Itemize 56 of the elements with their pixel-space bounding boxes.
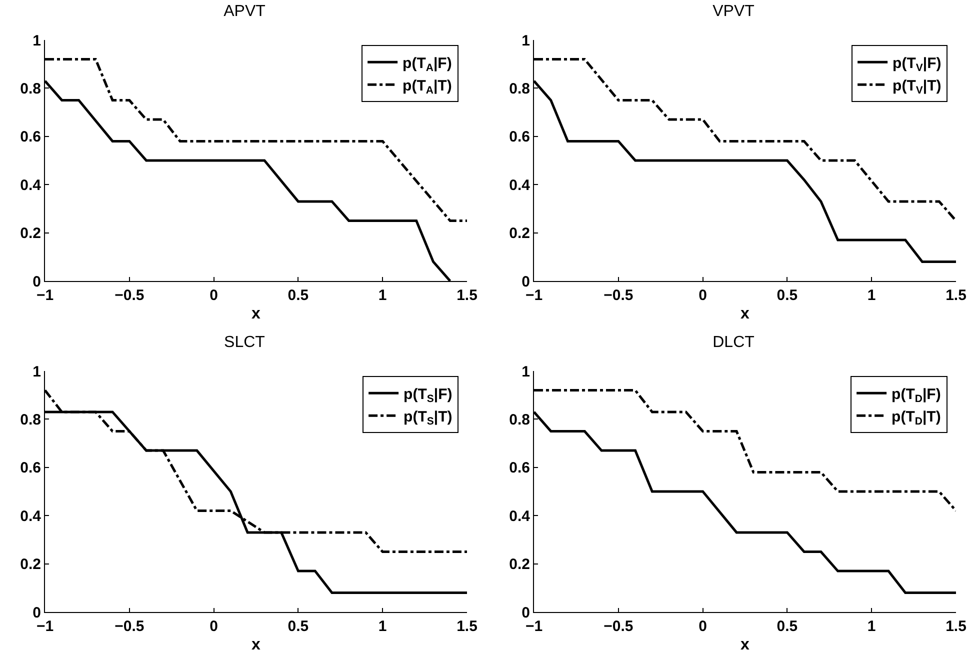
x-tick-label: 0.5 bbox=[288, 618, 309, 635]
x-tick-label: −0.5 bbox=[604, 618, 634, 635]
chart-title: VPVT bbox=[712, 3, 755, 20]
legend-label: p(T$_{S}$|T) bbox=[404, 408, 452, 428]
x-tick-label: 0 bbox=[210, 287, 218, 304]
y-tick-label: 0.4 bbox=[20, 508, 42, 525]
x-axis-title: x bbox=[740, 636, 750, 654]
x-axis-title: x bbox=[252, 636, 261, 654]
y-tick-label: 0.4 bbox=[509, 508, 531, 525]
y-tick-label: 0.8 bbox=[20, 411, 41, 428]
x-tick-label: 0.5 bbox=[776, 287, 798, 304]
x-tick-label: 0.5 bbox=[288, 287, 309, 304]
x-tick-label: 1 bbox=[378, 287, 387, 304]
x-tick-label: 0 bbox=[210, 618, 218, 635]
y-tick-label: 0.2 bbox=[20, 556, 41, 574]
x-axis-title: x bbox=[740, 306, 750, 323]
x-tick-label: −0.5 bbox=[114, 287, 144, 304]
y-tick-label: 1 bbox=[522, 32, 530, 50]
legend-label: p(T$_{D}$|F) bbox=[892, 386, 941, 406]
y-tick-label: 1 bbox=[32, 363, 41, 380]
legend-label: p(T$_{A}$|T) bbox=[402, 77, 452, 97]
x-tick-label: 1 bbox=[378, 618, 387, 635]
y-tick-label: 0.2 bbox=[20, 225, 41, 242]
x-tick-label: 1 bbox=[867, 287, 876, 304]
x-tick-label: 1.5 bbox=[946, 618, 966, 635]
x-tick-label: −0.5 bbox=[604, 287, 634, 304]
legend-label: p(T$_{A}$|F) bbox=[402, 54, 452, 74]
y-tick-label: 0.6 bbox=[20, 128, 41, 146]
y-tick-label: 0.4 bbox=[20, 176, 42, 194]
x-tick-label: 1 bbox=[867, 618, 876, 635]
y-tick-label: 1 bbox=[32, 32, 41, 50]
y-tick-label: 0.8 bbox=[20, 80, 41, 98]
x-tick-label: −0.5 bbox=[114, 618, 144, 635]
x-axis-title: x bbox=[252, 306, 261, 323]
y-tick-label: 0.8 bbox=[509, 411, 530, 428]
legend-label: p(T$_{V}$|F) bbox=[892, 54, 942, 74]
x-tick-label: 0 bbox=[698, 618, 707, 635]
y-tick-label: 0.6 bbox=[509, 460, 530, 477]
y-tick-label: 0.6 bbox=[20, 460, 41, 477]
x-tick-label: 1.5 bbox=[456, 287, 478, 304]
chart-title: APVT bbox=[224, 3, 266, 20]
chart-title: DLCT bbox=[712, 334, 755, 352]
legend-label: p(T$_{V}$|T) bbox=[892, 77, 942, 97]
legend-label: p(T$_{D}$|T) bbox=[892, 408, 941, 428]
y-tick-label: 0.4 bbox=[509, 176, 531, 194]
x-tick-label: 1.5 bbox=[456, 618, 478, 635]
y-tick-label: 1 bbox=[522, 363, 530, 380]
y-tick-label: 0.6 bbox=[509, 128, 530, 146]
y-tick-label: 0.2 bbox=[509, 556, 530, 574]
legend-label: p(T$_{S}$|F) bbox=[404, 386, 452, 406]
x-tick-label: 0 bbox=[698, 287, 707, 304]
x-tick-label: 0.5 bbox=[776, 618, 798, 635]
y-tick-label: 0.2 bbox=[509, 225, 530, 242]
y-tick-label: 0.8 bbox=[509, 80, 530, 98]
chart-title: SLCT bbox=[224, 334, 266, 352]
x-tick-label: 1.5 bbox=[946, 287, 966, 304]
